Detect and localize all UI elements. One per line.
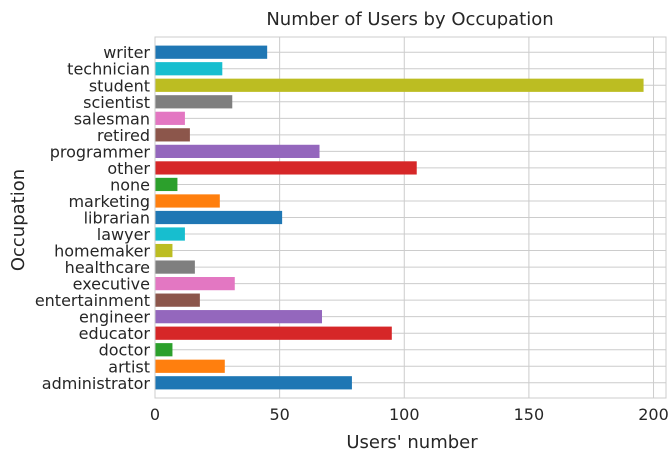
y-tick-label: technician: [67, 60, 150, 79]
y-tick-label: writer: [103, 43, 150, 62]
y-tick-label: salesman: [74, 109, 150, 128]
x-tick-labels: 0 50 100 150 200: [150, 405, 669, 424]
y-tick-label: programmer: [50, 142, 151, 161]
x-tick-label: 150: [514, 405, 545, 424]
bar-doctor: [155, 343, 173, 357]
y-tick-label: homemaker: [54, 242, 150, 261]
y-tick-label: marketing: [68, 192, 150, 211]
bar-marketing: [155, 194, 220, 208]
bar-student: [155, 78, 644, 92]
y-tick-label: artist: [108, 357, 150, 376]
x-tick-label: 200: [638, 405, 669, 424]
plot-frame: [154, 36, 667, 399]
bar-executive: [155, 277, 235, 291]
y-tick-labels: administratorartistdoctoreducatorenginee…: [35, 43, 151, 393]
bar-retired: [155, 128, 190, 142]
bar-entertainment: [155, 293, 200, 307]
bar-healthcare: [155, 260, 195, 274]
bar-other: [155, 161, 417, 175]
y-tick-label: librarian: [84, 209, 150, 228]
y-tick-label: retired: [97, 126, 150, 145]
chart-title: Number of Users by Occupation: [266, 9, 553, 30]
x-axis-label: Users' number: [346, 432, 478, 453]
y-tick-label: doctor: [99, 341, 151, 360]
bar-homemaker: [155, 243, 173, 258]
y-tick-label: scientist: [83, 93, 150, 112]
bar-none: [155, 177, 178, 192]
bar-technician: [155, 62, 223, 76]
x-tick-label: 50: [269, 405, 289, 424]
bar-salesman: [155, 111, 185, 125]
x-tick-label: 100: [389, 405, 420, 424]
bar-lawyer: [155, 227, 185, 241]
bar-librarian: [155, 210, 283, 225]
y-tick-label: lawyer: [97, 225, 151, 244]
y-tick-label: none: [110, 175, 150, 194]
bars: [155, 45, 644, 390]
y-tick-label: entertainment: [35, 291, 150, 310]
y-tick-label: executive: [73, 275, 150, 294]
bar-programmer: [155, 144, 320, 158]
y-tick-label: educator: [79, 324, 151, 343]
bar-administrator: [155, 376, 352, 390]
bar-scientist: [155, 95, 233, 109]
x-tick-label: 0: [150, 405, 160, 424]
bar-writer: [155, 45, 268, 59]
y-tick-label: engineer: [79, 308, 150, 327]
bar-engineer: [155, 310, 323, 324]
y-tick-label: student: [89, 76, 150, 95]
y-axis-label: Occupation: [8, 169, 29, 271]
bar-artist: [155, 359, 225, 373]
y-tick-label: administrator: [42, 374, 151, 393]
y-tick-label: other: [107, 159, 150, 178]
bar-educator: [155, 326, 392, 340]
y-tick-label: healthcare: [65, 258, 150, 277]
